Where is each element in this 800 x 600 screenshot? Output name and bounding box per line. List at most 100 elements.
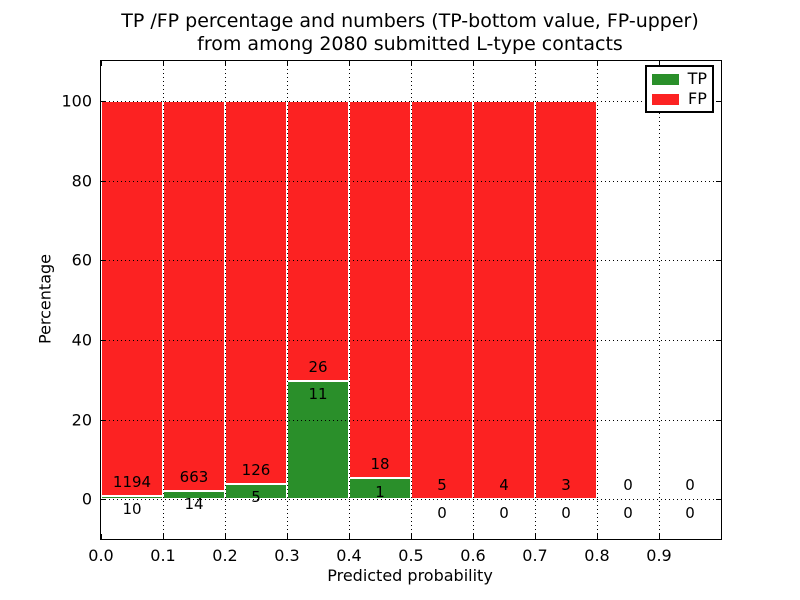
fp-count-label-5: 5 bbox=[437, 476, 447, 495]
fp-count-label-6: 4 bbox=[499, 476, 509, 495]
fp-count-label-4: 18 bbox=[370, 455, 390, 474]
x-tick-top-0.5 bbox=[411, 61, 412, 66]
fp-bar-7 bbox=[535, 100, 597, 500]
legend-item-tp: TP bbox=[652, 71, 707, 87]
fp-count-label-0: 1194 bbox=[112, 472, 152, 491]
x-tick-label-0.1: 0.1 bbox=[150, 546, 176, 565]
y-tick-left-100 bbox=[101, 100, 106, 102]
fp-count-label-3: 26 bbox=[308, 357, 328, 376]
y-axis-label: Percentage bbox=[35, 253, 55, 345]
legend-item-fp: FP bbox=[652, 91, 707, 107]
tp-count-label-4: 1 bbox=[375, 482, 385, 501]
y-tick-label-60: 60 bbox=[71, 250, 92, 270]
x-tick-label-0.9: 0.9 bbox=[646, 546, 672, 565]
y-tick-left-60 bbox=[101, 260, 106, 262]
y-tick-right-40 bbox=[716, 339, 721, 341]
x-tick-label-0.6: 0.6 bbox=[460, 546, 486, 565]
fp-bar-3 bbox=[287, 100, 349, 381]
tp-count-label-5: 0 bbox=[437, 503, 447, 522]
fp-count-label-2: 126 bbox=[241, 461, 271, 479]
x-tick-bottom-0.3 bbox=[287, 534, 288, 539]
x-tick-bottom-0.1 bbox=[163, 534, 164, 539]
gridline-x-0.6 bbox=[473, 61, 474, 539]
x-tick-top-0.3 bbox=[287, 61, 288, 66]
gridline-x-0.5 bbox=[411, 61, 412, 539]
y-tick-left-0 bbox=[101, 499, 106, 501]
y-tick-label-80: 80 bbox=[71, 171, 92, 190]
gridline-x-0.8 bbox=[597, 61, 598, 539]
x-tick-top-0.6 bbox=[473, 61, 474, 66]
y-tick-left-20 bbox=[101, 419, 106, 421]
tp-count-label-7: 0 bbox=[561, 503, 571, 522]
x-tick-top-0.4 bbox=[349, 61, 350, 66]
legend-label-tp: TP bbox=[687, 69, 707, 88]
x-tick-top-0.7 bbox=[535, 61, 536, 66]
x-tick-bottom-0.0 bbox=[101, 534, 102, 539]
y-tick-right-80 bbox=[716, 180, 721, 182]
fp-bar-4 bbox=[349, 100, 411, 479]
x-tick-bottom-0.7 bbox=[535, 534, 536, 539]
y-tick-left-80 bbox=[101, 180, 106, 182]
fp-count-label-9: 0 bbox=[685, 476, 695, 495]
x-tick-bottom-0.5 bbox=[411, 534, 412, 539]
gridline-x-0.9 bbox=[659, 61, 660, 539]
x-tick-top-0.8 bbox=[597, 61, 598, 66]
x-tick-bottom-0.2 bbox=[225, 534, 226, 539]
gridline-x-0.3 bbox=[287, 61, 288, 539]
x-tick-top-0.2 bbox=[225, 61, 226, 66]
gridline-x-0.1 bbox=[163, 61, 164, 539]
gridline-x-0.7 bbox=[535, 61, 536, 539]
y-tick-right-60 bbox=[716, 260, 721, 262]
x-tick-top-0.9 bbox=[659, 61, 660, 66]
x-tick-label-0.2: 0.2 bbox=[212, 546, 238, 565]
fp-bar-0 bbox=[101, 100, 163, 496]
y-tick-label-20: 20 bbox=[71, 410, 92, 429]
legend-label-fp: FP bbox=[688, 89, 707, 108]
tp-color-swatch bbox=[652, 73, 679, 85]
gridline-x-0.4 bbox=[349, 61, 350, 539]
fp-count-label-8: 0 bbox=[623, 476, 633, 495]
fp-bar-1 bbox=[163, 100, 225, 491]
tp-count-label-2: 5 bbox=[251, 488, 261, 507]
chart-title: TP /FP percentage and numbers (TP-bottom… bbox=[100, 10, 720, 56]
x-tick-bottom-0.4 bbox=[349, 534, 350, 539]
legend: TP FP bbox=[645, 65, 714, 113]
y-tick-label-100: 100 bbox=[61, 91, 92, 111]
y-tick-right-0 bbox=[716, 499, 721, 501]
y-tick-right-100 bbox=[716, 100, 721, 102]
fp-bar-5 bbox=[411, 100, 473, 500]
x-tick-label-0.7: 0.7 bbox=[522, 546, 548, 565]
tp-count-label-3: 11 bbox=[308, 385, 328, 404]
x-tick-top-0.1 bbox=[163, 61, 164, 66]
tp-count-label-1: 14 bbox=[184, 495, 204, 514]
y-tick-left-40 bbox=[101, 339, 106, 341]
gridline-x-0.2 bbox=[225, 61, 226, 539]
fp-bar-2 bbox=[225, 100, 287, 484]
x-tick-label-0.0: 0.0 bbox=[88, 546, 114, 565]
x-tick-bottom-0.9 bbox=[659, 534, 660, 539]
x-tick-top-0.0 bbox=[101, 61, 102, 66]
chart-title-line1: TP /FP percentage and numbers (TP-bottom… bbox=[121, 10, 699, 32]
y-tick-right-20 bbox=[716, 419, 721, 421]
fp-count-label-1: 663 bbox=[179, 467, 209, 486]
x-tick-label-0.8: 0.8 bbox=[584, 546, 610, 565]
chart-title-line2: from among 2080 submitted L-type contact… bbox=[197, 33, 623, 55]
plot-area: 0.0 0.1 0.2 0.3 0.4 0.5 0.6 0.7 0.8 0.9 0 20 40 60 80 1… bbox=[61, 60, 722, 565]
tp-count-label-9: 0 bbox=[685, 503, 695, 522]
y-tick-label-0: 0 bbox=[81, 489, 92, 509]
x-tick-label-0.3: 0.3 bbox=[274, 546, 300, 565]
x-tick-bottom-0.8 bbox=[597, 534, 598, 539]
tp-bar-0 bbox=[101, 495, 163, 500]
tp-count-label-0: 10 bbox=[122, 500, 142, 519]
fp-bar-6 bbox=[473, 100, 535, 500]
fp-color-swatch bbox=[652, 93, 679, 105]
tp-bar-3 bbox=[287, 380, 349, 500]
tp-count-label-8: 0 bbox=[623, 503, 633, 522]
x-axis-label: Predicted probability bbox=[327, 566, 493, 585]
x-tick-bottom-0.6 bbox=[473, 534, 474, 539]
y-tick-label-40: 40 bbox=[71, 330, 92, 350]
fp-count-label-7: 3 bbox=[561, 476, 571, 495]
x-tick-label-0.4: 0.4 bbox=[336, 546, 362, 565]
x-tick-label-0.5: 0.5 bbox=[398, 546, 424, 565]
